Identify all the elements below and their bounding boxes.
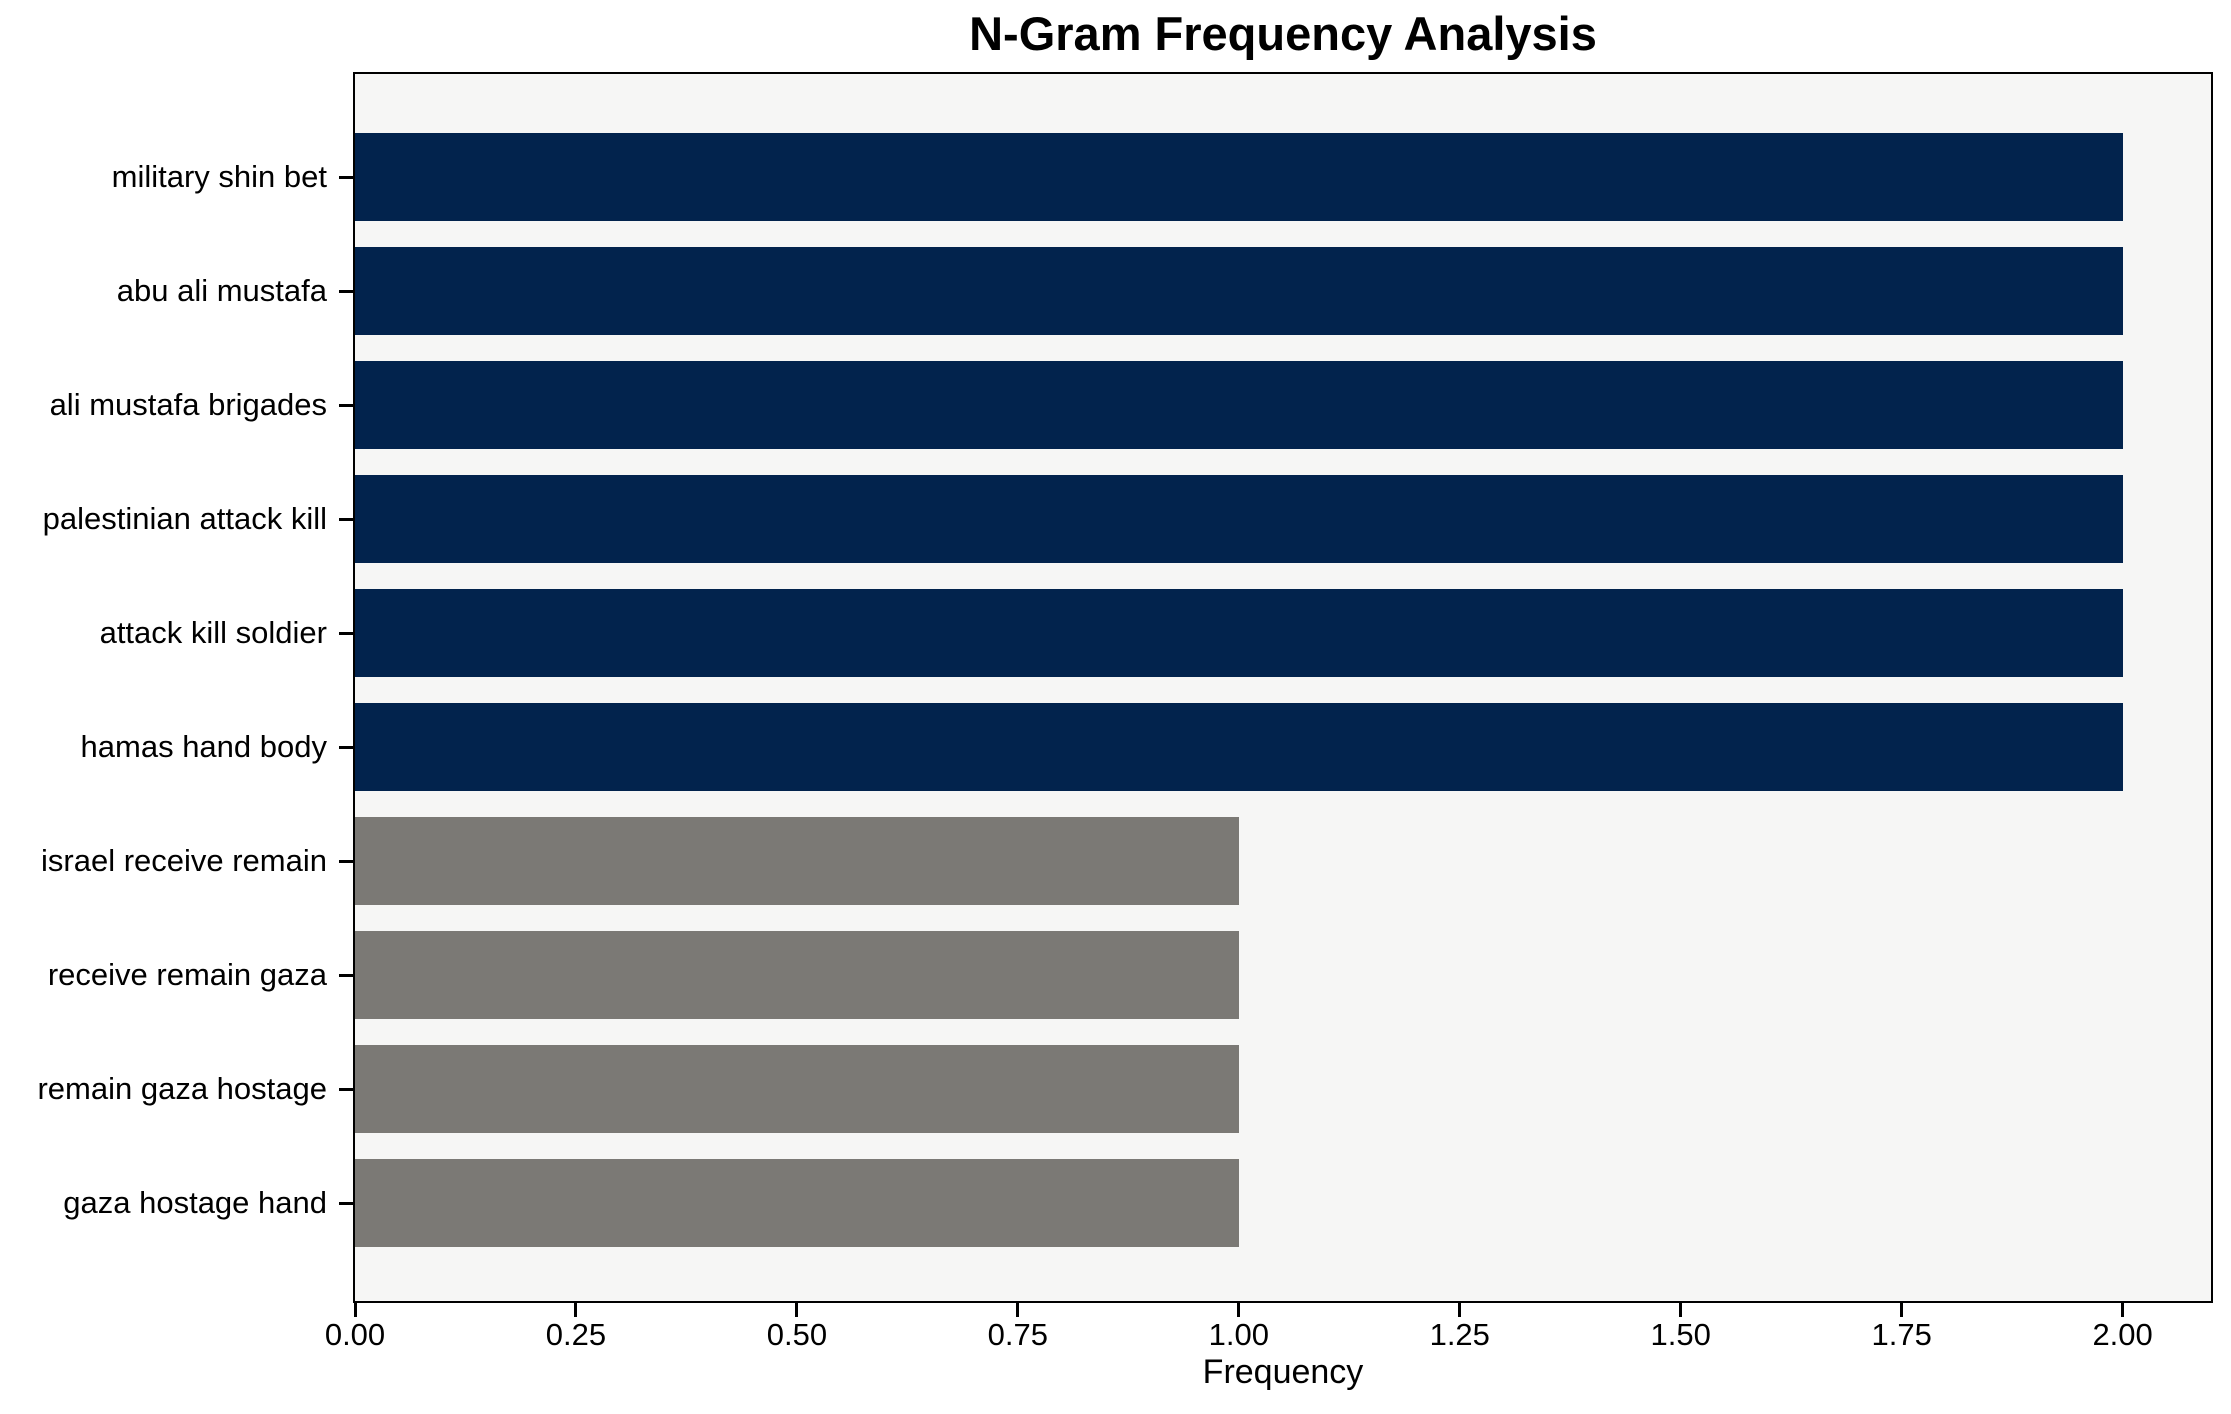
y-tick-label: military shin bet (111, 159, 327, 195)
bar-attack-kill-soldier (355, 589, 2123, 677)
x-tick-mark (353, 1303, 357, 1317)
y-tick-label: remain gaza hostage (37, 1071, 327, 1107)
y-tick-label: abu ali mustafa (116, 273, 327, 309)
chart-title: N-Gram Frequency Analysis (969, 7, 1597, 60)
y-tick-mark (339, 175, 353, 179)
y-tick-label: palestinian attack kill (42, 501, 327, 537)
x-tick-label: 1.75 (1871, 1317, 1932, 1352)
x-tick-label: 1.25 (1429, 1317, 1490, 1352)
x-tick-mark (795, 1303, 799, 1317)
y-tick-mark (339, 403, 353, 407)
x-axis-label: Frequency (1202, 1353, 1364, 1391)
bar-abu-ali-mustafa (355, 247, 2123, 335)
x-tick-label: 0.75 (987, 1317, 1049, 1352)
x-tick-label: 0.50 (766, 1317, 828, 1352)
y-tick-mark (339, 973, 353, 977)
x-tick-mark (1458, 1303, 1462, 1317)
y-tick-mark (339, 631, 353, 635)
y-tick-label: israel receive remain (41, 843, 327, 879)
x-tick-mark (2121, 1303, 2125, 1317)
y-tick-mark (339, 859, 353, 863)
y-tick-label: gaza hostage hand (63, 1185, 327, 1221)
bar-ali-mustafa-brigades (355, 361, 2123, 449)
y-tick-label: receive remain gaza (47, 957, 327, 993)
y-tick-mark (339, 289, 353, 293)
plot-area (353, 72, 2213, 1303)
x-tick-label: 0.00 (324, 1317, 386, 1352)
x-tick-label: 2.00 (2092, 1317, 2153, 1352)
x-tick-label: 0.25 (545, 1317, 607, 1352)
bar-military-shin-bet (355, 133, 2123, 221)
x-tick-mark (1679, 1303, 1683, 1317)
y-tick-label: attack kill soldier (99, 615, 327, 651)
x-tick-label: 1.00 (1208, 1317, 1269, 1352)
x-tick-mark (1237, 1303, 1241, 1317)
y-tick-mark (339, 517, 353, 521)
bar-receive-remain-gaza (355, 931, 1239, 1019)
bar-gaza-hostage-hand (355, 1159, 1239, 1247)
x-tick-mark (574, 1303, 578, 1317)
x-tick-mark (1900, 1303, 1904, 1317)
bar-remain-gaza-hostage (355, 1045, 1239, 1133)
bar-palestinian-attack-kill (355, 475, 2123, 563)
bar-israel-receive-remain (355, 817, 1239, 905)
x-tick-label: 1.50 (1650, 1317, 1711, 1352)
x-tick-mark (1016, 1303, 1020, 1317)
y-tick-mark (339, 745, 353, 749)
y-tick-mark (339, 1201, 353, 1205)
y-tick-mark (339, 1087, 353, 1091)
y-tick-label: hamas hand body (80, 729, 327, 765)
bar-hamas-hand-body (355, 703, 2123, 791)
y-tick-label: ali mustafa brigades (49, 387, 327, 423)
